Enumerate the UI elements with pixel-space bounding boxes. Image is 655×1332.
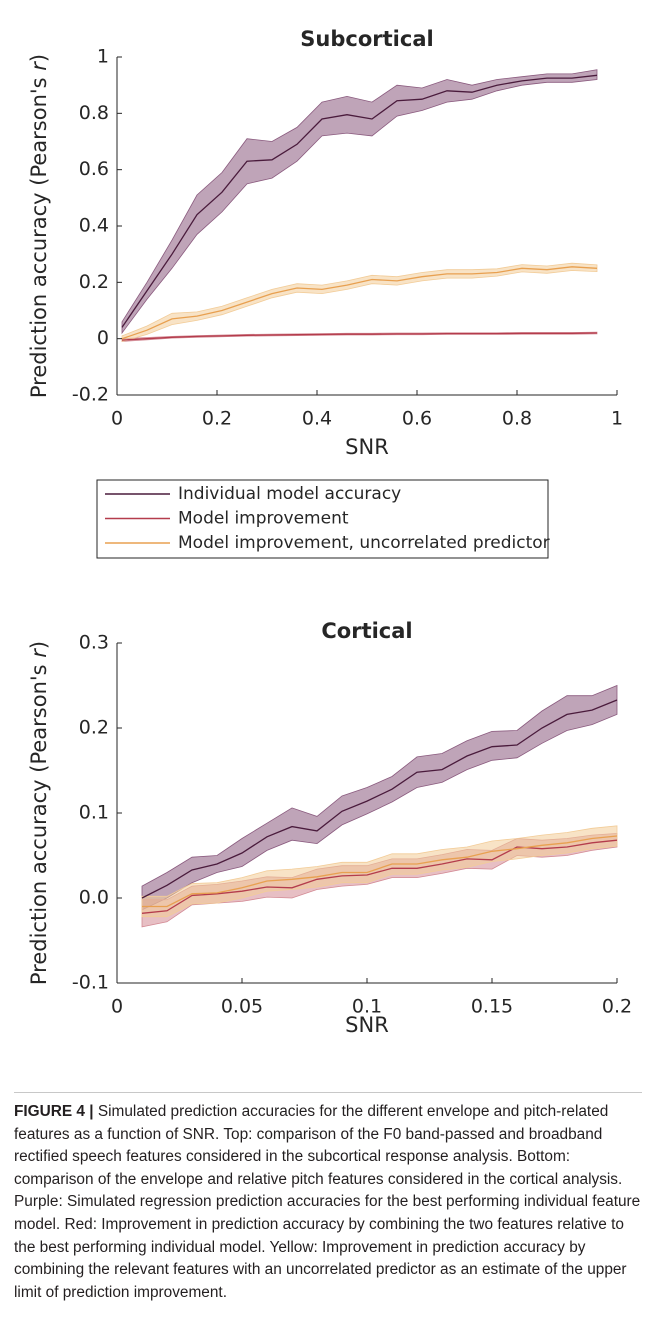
caption: FIGURE 4 | Simulated prediction accuraci… <box>14 1092 642 1323</box>
x-tick-label: 0.2 <box>202 408 232 430</box>
y-axis-label-part: ) <box>27 54 51 62</box>
legend-box <box>96 479 549 559</box>
chart-title: Cortical <box>321 619 412 643</box>
x-tick-label: 1 <box>611 408 623 430</box>
caption-label: FIGURE 4 | <box>14 1103 94 1120</box>
series-line <box>142 835 618 908</box>
confidence-band <box>141 684 618 911</box>
confidence-band <box>121 262 598 343</box>
series-line <box>121 266 598 340</box>
y-axis-label-part: ) <box>27 641 51 649</box>
y-axis-label-part: r <box>27 648 51 658</box>
y-axis-label-part: Prediction accuracy (Pearson's <box>27 658 51 985</box>
x-axis-label: SNR <box>345 1013 389 1037</box>
series-line <box>141 699 618 899</box>
y-axis-label-part: Prediction accuracy (Pearson's <box>27 71 51 398</box>
x-tick-label: 0.8 <box>502 408 532 430</box>
x-axis-label: SNR <box>345 435 389 459</box>
y-tick-label: 0 <box>97 327 109 349</box>
x-tick-label: 0.15 <box>471 996 513 1018</box>
y-tick-label: 0.3 <box>79 632 109 654</box>
chart-title: Subcortical <box>300 27 433 51</box>
y-tick-label: 0.8 <box>79 102 109 124</box>
x-tick-label: 0 <box>111 408 123 430</box>
series-line <box>121 332 598 341</box>
figure: -0.200.20.40.60.810 0.2 0.4 0.6 0.8 1Subcorti… <box>27 27 632 1037</box>
x-tick-label: 0.2 <box>602 996 632 1018</box>
legend-label: Model improvement <box>178 509 349 529</box>
x-tick-label: 0 <box>111 996 123 1018</box>
caption-text: Simulated prediction accuracies for the … <box>14 1103 641 1301</box>
legend-label: Individual model accuracy <box>178 484 401 504</box>
y-tick-label: 0.6 <box>79 158 109 180</box>
y-tick-label: -0.1 <box>72 972 109 994</box>
x-tick-label: 0.6 <box>402 408 432 430</box>
y-tick-label: 0.2 <box>79 271 109 293</box>
series-line <box>121 74 598 328</box>
y-tick-label: 0.1 <box>79 802 109 824</box>
legend-label: Model improvement, uncorrelated predicto… <box>178 533 550 553</box>
y-tick-label: 0.0 <box>79 887 109 909</box>
y-tick-label: 0.2 <box>79 717 109 739</box>
y-tick-label: -0.2 <box>72 384 109 406</box>
confidence-band <box>121 69 598 335</box>
series-line <box>141 839 618 914</box>
x-tick-label: 0.4 <box>302 408 332 430</box>
y-axis-label-part: r <box>27 61 51 71</box>
y-tick-label: 0.4 <box>79 215 109 237</box>
y-axis-label: Prediction accuracy (Pearson's r) <box>27 641 51 985</box>
x-tick-label: 0.1 <box>352 996 382 1018</box>
x-tick-label: 0.05 <box>221 996 263 1018</box>
y-tick-label: 1 <box>97 46 109 68</box>
y-axis-label: Prediction accuracy (Pearson's r) <box>27 54 51 398</box>
